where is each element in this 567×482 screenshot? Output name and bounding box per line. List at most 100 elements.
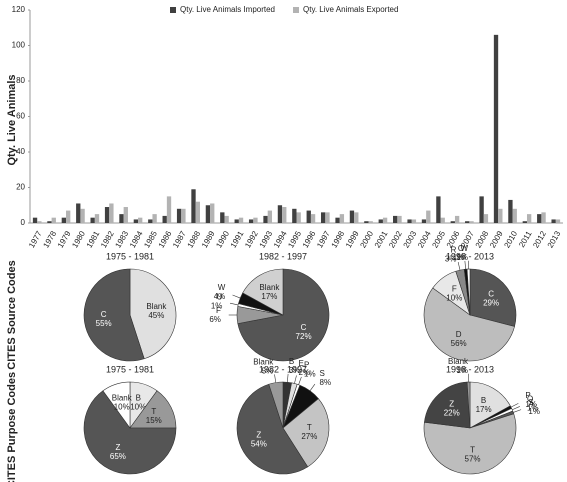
slice-percent: 1%	[456, 366, 468, 375]
slice-percent: 10%	[130, 403, 146, 412]
bar	[176, 208, 182, 223]
legend-swatch	[293, 7, 299, 13]
slice-label: C 29%	[483, 290, 499, 308]
bar	[109, 203, 114, 223]
bar	[335, 217, 340, 223]
x-tick-label: 1981	[85, 229, 102, 249]
pie-slice	[423, 287, 515, 362]
slice-label: Blank 5%	[253, 358, 274, 376]
y-axis-label: Qty. Live Animals	[6, 74, 18, 165]
slice-label: Blank 17%	[259, 283, 280, 301]
y-tick-label: 0	[21, 218, 26, 227]
x-tick-label: 2001	[373, 229, 390, 249]
leader-line	[464, 260, 466, 270]
bar	[51, 217, 56, 223]
x-tick-label: 1989	[200, 229, 217, 249]
x-tick-label: 2004	[416, 229, 433, 249]
x-tick-label: 1995	[286, 229, 303, 249]
slice-label: Blank 45%	[146, 302, 167, 320]
slice-category: Z	[449, 400, 454, 409]
leader-line	[309, 383, 316, 391]
bar	[32, 217, 38, 223]
slice-category: T	[307, 423, 312, 432]
slice-percent: 15%	[146, 416, 162, 425]
bar	[224, 215, 229, 223]
pie-slice	[236, 383, 309, 475]
x-tick-label: 1997	[315, 229, 332, 249]
bar	[450, 221, 455, 223]
slice-label: W 4%	[214, 283, 226, 301]
bar	[512, 208, 517, 223]
y-tick-label: 80	[16, 76, 25, 85]
x-tick-label: 1982	[99, 229, 116, 249]
slice-label: R 3%	[445, 246, 457, 264]
slice-percent: 1%	[525, 400, 537, 409]
slice-label: T 27%	[301, 423, 317, 441]
slice-percent: 10%	[114, 403, 130, 412]
bar	[354, 212, 359, 223]
slice-category: F	[216, 306, 221, 315]
slice-category: Blank	[259, 283, 280, 292]
x-tick-label: 1990	[214, 229, 231, 249]
pie-slice	[242, 268, 284, 316]
slice-category: P	[304, 361, 309, 370]
pie-title: 1982 - 1997	[259, 364, 307, 374]
bar	[119, 214, 124, 223]
x-tick-label: 1984	[128, 229, 145, 249]
bar	[364, 221, 369, 223]
y-tick-label: 40	[16, 147, 25, 156]
bar	[195, 201, 200, 223]
x-tick-label: 2009	[488, 229, 505, 249]
bar	[522, 221, 527, 223]
slice-category: Z	[115, 443, 120, 452]
x-tick-label: 1993	[258, 229, 275, 249]
bar	[104, 207, 110, 223]
bar	[541, 212, 546, 223]
bar	[483, 214, 489, 223]
slice-category: C	[101, 310, 107, 319]
bar	[238, 217, 244, 223]
pie-slice	[129, 268, 177, 360]
x-tick-label: 1996	[301, 229, 318, 249]
y-tick-label: 60	[16, 112, 25, 121]
x-tick-label: 1992	[243, 229, 260, 249]
slice-percent: 1%	[528, 407, 540, 416]
pie-slice	[237, 268, 330, 362]
bar	[282, 207, 287, 223]
slice-label: C 72%	[296, 323, 312, 341]
bar	[551, 219, 556, 223]
x-tick-label: 2013	[546, 229, 563, 249]
x-tick-label: 2012	[531, 229, 548, 249]
pie-title: 1998 - 2013	[446, 251, 494, 261]
pie-slice	[469, 268, 517, 327]
bar	[267, 210, 273, 223]
bar	[277, 205, 283, 223]
slice-percent: 22%	[444, 409, 460, 418]
slice-percent: 1%	[211, 302, 223, 311]
x-tick-label: 2000	[358, 229, 375, 249]
x-tick-label: 1980	[70, 229, 87, 249]
slice-category: D	[456, 330, 462, 339]
bar	[191, 189, 196, 223]
bar	[292, 208, 297, 223]
bar	[320, 212, 326, 223]
slice-label: S 1%	[528, 398, 540, 416]
slice-label: B 17%	[476, 396, 492, 414]
slice-label: Z 65%	[110, 443, 126, 461]
x-tick-label: 1983	[114, 229, 131, 249]
slice-percent: 1%	[456, 253, 468, 262]
pie-title: 1975 - 1981	[106, 364, 154, 374]
slice-percent: 45%	[148, 311, 164, 320]
bar	[220, 212, 225, 223]
bar	[61, 217, 67, 223]
slice-label: T 57%	[465, 446, 481, 464]
slice-category: R	[451, 246, 457, 255]
slice-percent: 57%	[465, 455, 481, 464]
x-tick-label: 1985	[142, 229, 159, 249]
x-tick-label: 1987	[171, 229, 188, 249]
slice-percent: 27%	[301, 432, 317, 441]
slice-category: Blank	[146, 302, 167, 311]
bar	[181, 208, 186, 223]
slice-label: U 1%	[211, 293, 223, 311]
pie-title: 1975 - 1981	[106, 251, 154, 261]
